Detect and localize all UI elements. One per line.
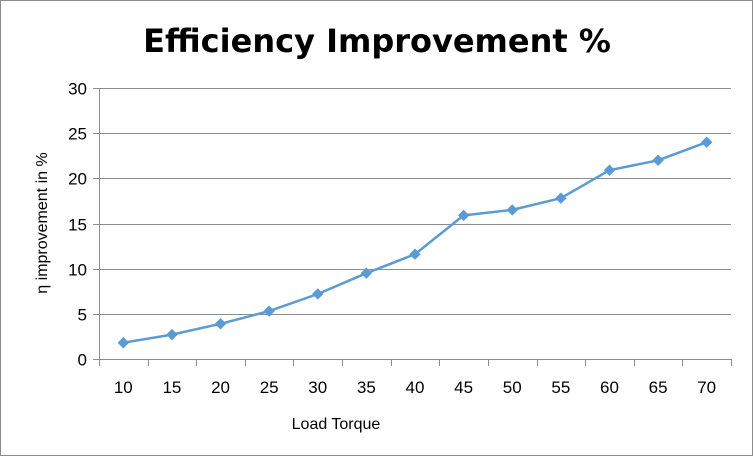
y-tick-label-15: 15 [68,216,87,235]
data-point-50 [506,204,518,216]
x-tick-label-40: 40 [406,378,425,397]
x-tick-label-65: 65 [649,378,668,397]
axes [93,88,732,366]
x-tick-label-20: 20 [211,378,230,397]
data-point-25 [263,305,275,317]
y-tick-label-30: 30 [68,80,87,99]
data-point-40 [409,248,421,260]
chart-title: Efficiency Improvement % [143,22,611,60]
data-point-60 [603,164,616,176]
x-tick-label-45: 45 [454,378,473,397]
data-point-70 [700,136,713,148]
data-point-20 [214,318,227,330]
x-tick-label-25: 25 [260,378,279,397]
x-tick-label-35: 35 [357,378,376,397]
x-tick-label-55: 55 [551,378,570,397]
x-tick-labels: 10 15 20 25 30 35 40 45 50 55 60 65 70 [114,378,716,397]
data-point-45 [457,209,470,222]
y-tick-labels: 0 5 10 15 20 25 30 [68,80,87,370]
y-tick-label-20: 20 [68,170,87,189]
data-point-65 [652,154,664,166]
x-tick-label-10: 10 [114,378,133,397]
y-tick-label-10: 10 [68,261,87,280]
series [117,136,713,349]
x-tick-label-15: 15 [162,378,181,397]
x-tick-label-70: 70 [697,378,716,397]
data-point-55 [555,192,567,204]
x-tick-label-50: 50 [503,378,522,397]
data-point-10 [117,337,130,349]
y-tick-label-5: 5 [78,306,87,325]
x-axis-label: Load Torque [292,416,381,433]
data-point-15 [166,328,178,341]
x-tick-label-60: 60 [600,378,619,397]
y-tick-label-25: 25 [68,125,87,144]
x-tick-label-30: 30 [308,378,327,397]
data-point-35 [360,267,373,279]
gridlines [99,88,731,315]
y-axis-label: η improvement in % [34,152,51,293]
y-tick-label-0: 0 [78,351,87,370]
data-point-30 [312,288,324,300]
